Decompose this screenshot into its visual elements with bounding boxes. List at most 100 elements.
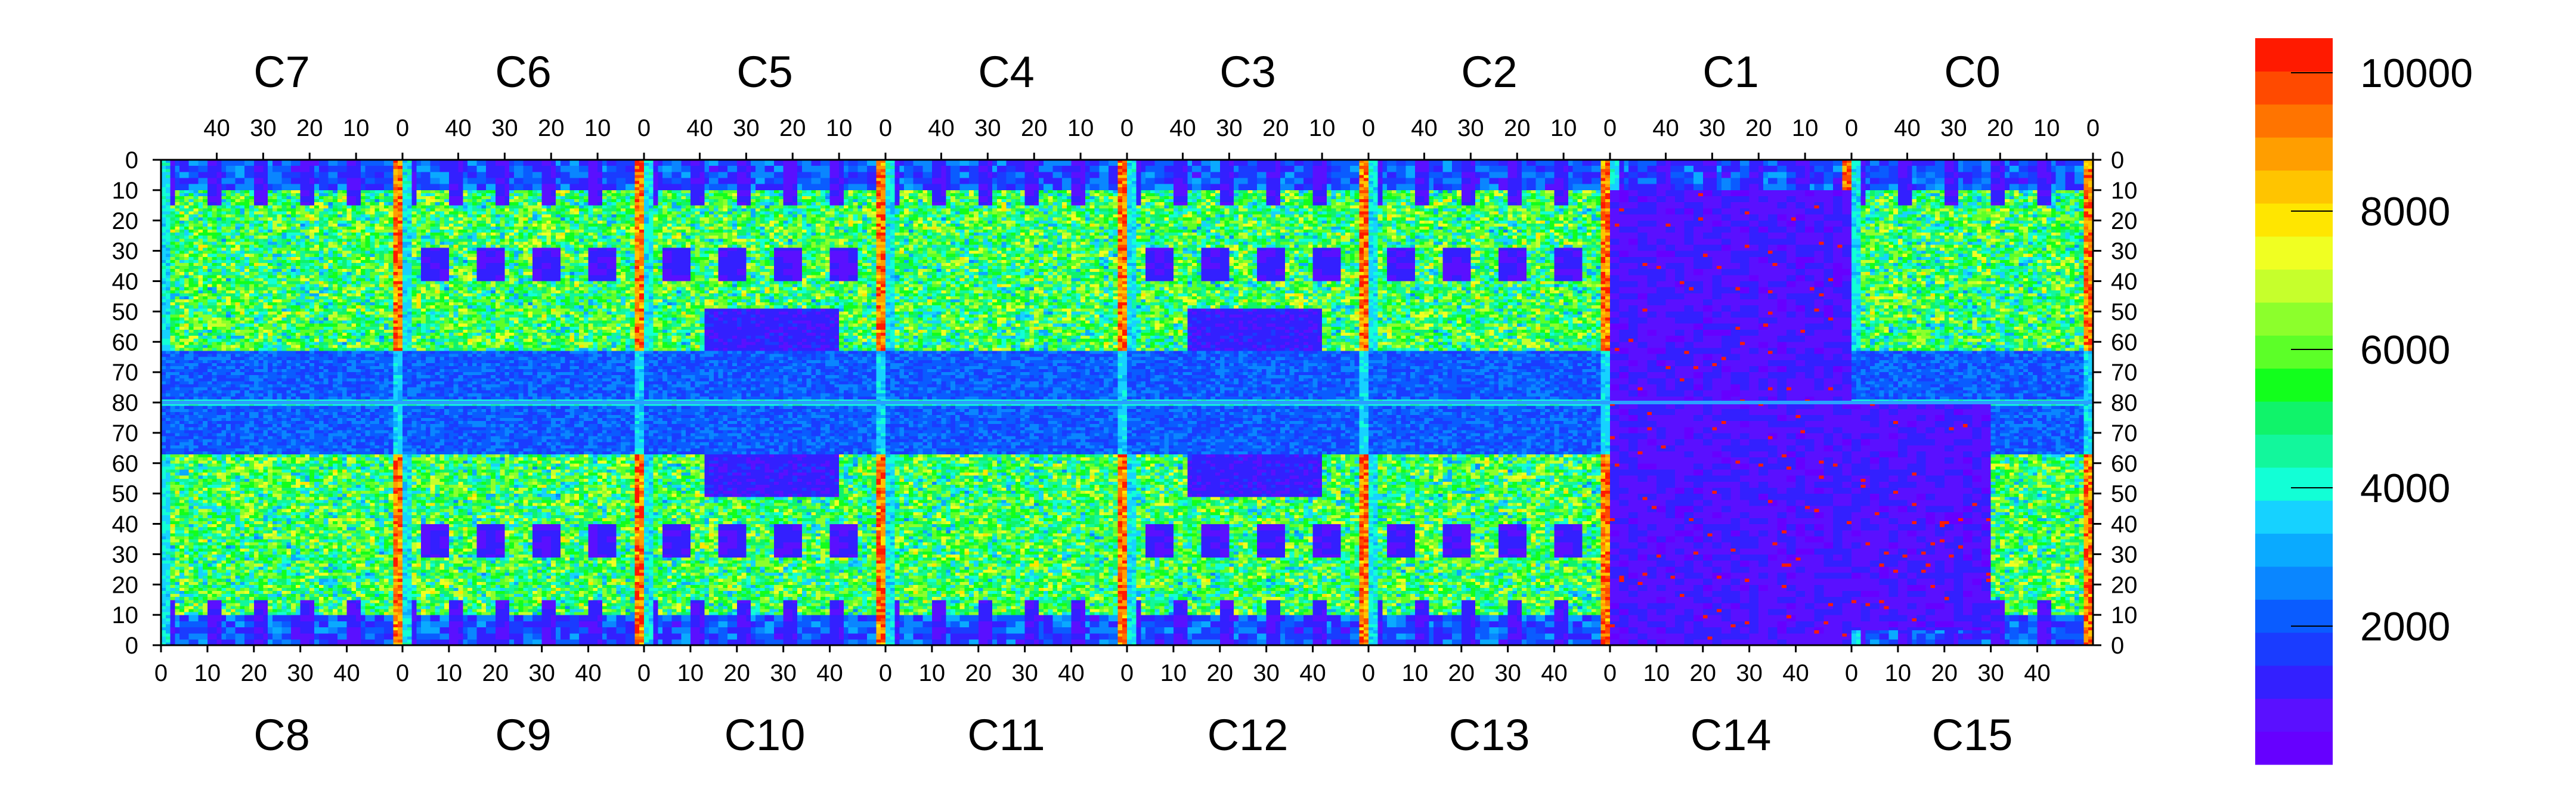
heatmap-cell — [194, 330, 199, 333]
heatmap-cell — [189, 281, 194, 285]
heatmap-cell — [194, 394, 199, 397]
heatmap-cell — [203, 263, 208, 267]
heatmap-cell — [175, 266, 179, 270]
heatmap-cell — [189, 275, 194, 278]
heatmap-cell — [189, 381, 194, 385]
heatmap-cell — [189, 391, 194, 394]
heatmap-cell — [198, 321, 203, 324]
heatmap-cell — [166, 296, 171, 300]
heatmap-cell — [198, 227, 203, 230]
heatmap-cell — [203, 330, 208, 333]
heatmap-cell — [175, 221, 179, 224]
heatmap-cell — [166, 205, 171, 209]
heatmap-cell — [198, 215, 203, 218]
heatmap-cell — [189, 348, 194, 351]
heatmap-cell — [198, 236, 203, 239]
heatmap-cell — [166, 360, 171, 364]
heatmap-cell — [171, 242, 175, 245]
heatmap-cell — [184, 193, 189, 197]
heatmap-cell — [184, 308, 189, 312]
heatmap-cell — [189, 308, 194, 312]
heatmap-cell — [203, 281, 208, 285]
heatmap-cell — [179, 378, 184, 382]
heatmap-cell — [208, 233, 212, 236]
heatmap-cell — [175, 275, 179, 278]
heatmap-cell — [203, 184, 208, 188]
heatmap-cell — [208, 384, 212, 388]
heatmap-cell — [175, 381, 179, 385]
heatmap-cell — [198, 375, 203, 379]
heatmap-cell — [203, 257, 208, 261]
heatmap-cell — [171, 339, 175, 342]
heatmap-cell — [184, 224, 189, 227]
heatmap-cell — [166, 275, 171, 278]
heatmap-cell — [189, 224, 194, 227]
heatmap-cell — [171, 260, 175, 264]
heatmap-cell — [212, 215, 217, 218]
heatmap-cell — [203, 351, 208, 355]
heatmap-cell — [194, 348, 199, 351]
heatmap-cell — [171, 284, 175, 288]
heatmap-cell — [166, 215, 171, 218]
heatmap-cell — [194, 388, 199, 391]
heatmap-cell — [175, 190, 179, 194]
heatmap-cell — [179, 163, 184, 166]
heatmap-cell — [184, 381, 189, 385]
heatmap-cell — [171, 181, 175, 185]
heatmap-cell — [194, 369, 199, 373]
heatmap-cell — [194, 305, 199, 309]
heatmap-cell — [171, 324, 175, 327]
heatmap-cell — [208, 254, 212, 258]
heatmap-cell — [175, 366, 179, 370]
heatmap-cell — [194, 302, 199, 306]
heatmap-cell — [203, 187, 208, 191]
heatmap-cell — [212, 275, 217, 278]
heatmap-cell — [212, 199, 217, 203]
heatmap-cell — [203, 324, 208, 327]
heatmap-cell — [175, 175, 179, 178]
heatmap-cell — [208, 363, 212, 367]
heatmap-cell — [171, 187, 175, 191]
heatmap-cell — [212, 248, 217, 252]
heatmap-cell — [208, 187, 212, 191]
heatmap-cell — [212, 391, 217, 394]
heatmap-cell — [179, 166, 184, 169]
heatmap-cell — [212, 342, 217, 345]
heatmap-cell — [212, 278, 217, 281]
heatmap-cell — [212, 221, 217, 224]
heatmap-cell — [179, 357, 184, 361]
heatmap-cell — [194, 178, 199, 182]
heatmap-cell — [175, 339, 179, 342]
heatmap-cell — [189, 366, 194, 370]
heatmap-cell — [189, 175, 194, 178]
heatmap-cell — [198, 397, 203, 400]
heatmap-cell — [179, 287, 184, 291]
heatmap-cell — [184, 178, 189, 182]
heatmap-cell — [171, 236, 175, 239]
heatmap-cell — [198, 211, 203, 215]
heatmap-cell — [212, 290, 217, 294]
heatmap-cell — [208, 227, 212, 230]
heatmap-cell — [171, 354, 175, 358]
heatmap-cell — [189, 193, 194, 197]
heatmap-cell — [166, 333, 171, 336]
heatmap-cell — [179, 284, 184, 288]
heatmap-cell — [198, 266, 203, 270]
heatmap-cell — [184, 290, 189, 294]
heatmap-cell — [166, 166, 171, 169]
heatmap-cell — [184, 181, 189, 185]
heatmap-cell — [189, 293, 194, 297]
heatmap-cell — [212, 260, 217, 264]
heatmap-cell — [166, 269, 171, 273]
heatmap-cell — [179, 242, 184, 245]
heatmap-cell — [184, 248, 189, 252]
heatmap-cell — [212, 388, 217, 391]
heatmap-cell — [208, 224, 212, 227]
heatmap-cell — [171, 287, 175, 291]
heatmap-cell — [189, 321, 194, 324]
heatmap-cell — [184, 336, 189, 339]
heatmap-cell — [208, 311, 212, 315]
heatmap-cell — [194, 299, 199, 303]
heatmap-cell — [203, 327, 208, 330]
heatmap-cell — [208, 278, 212, 281]
